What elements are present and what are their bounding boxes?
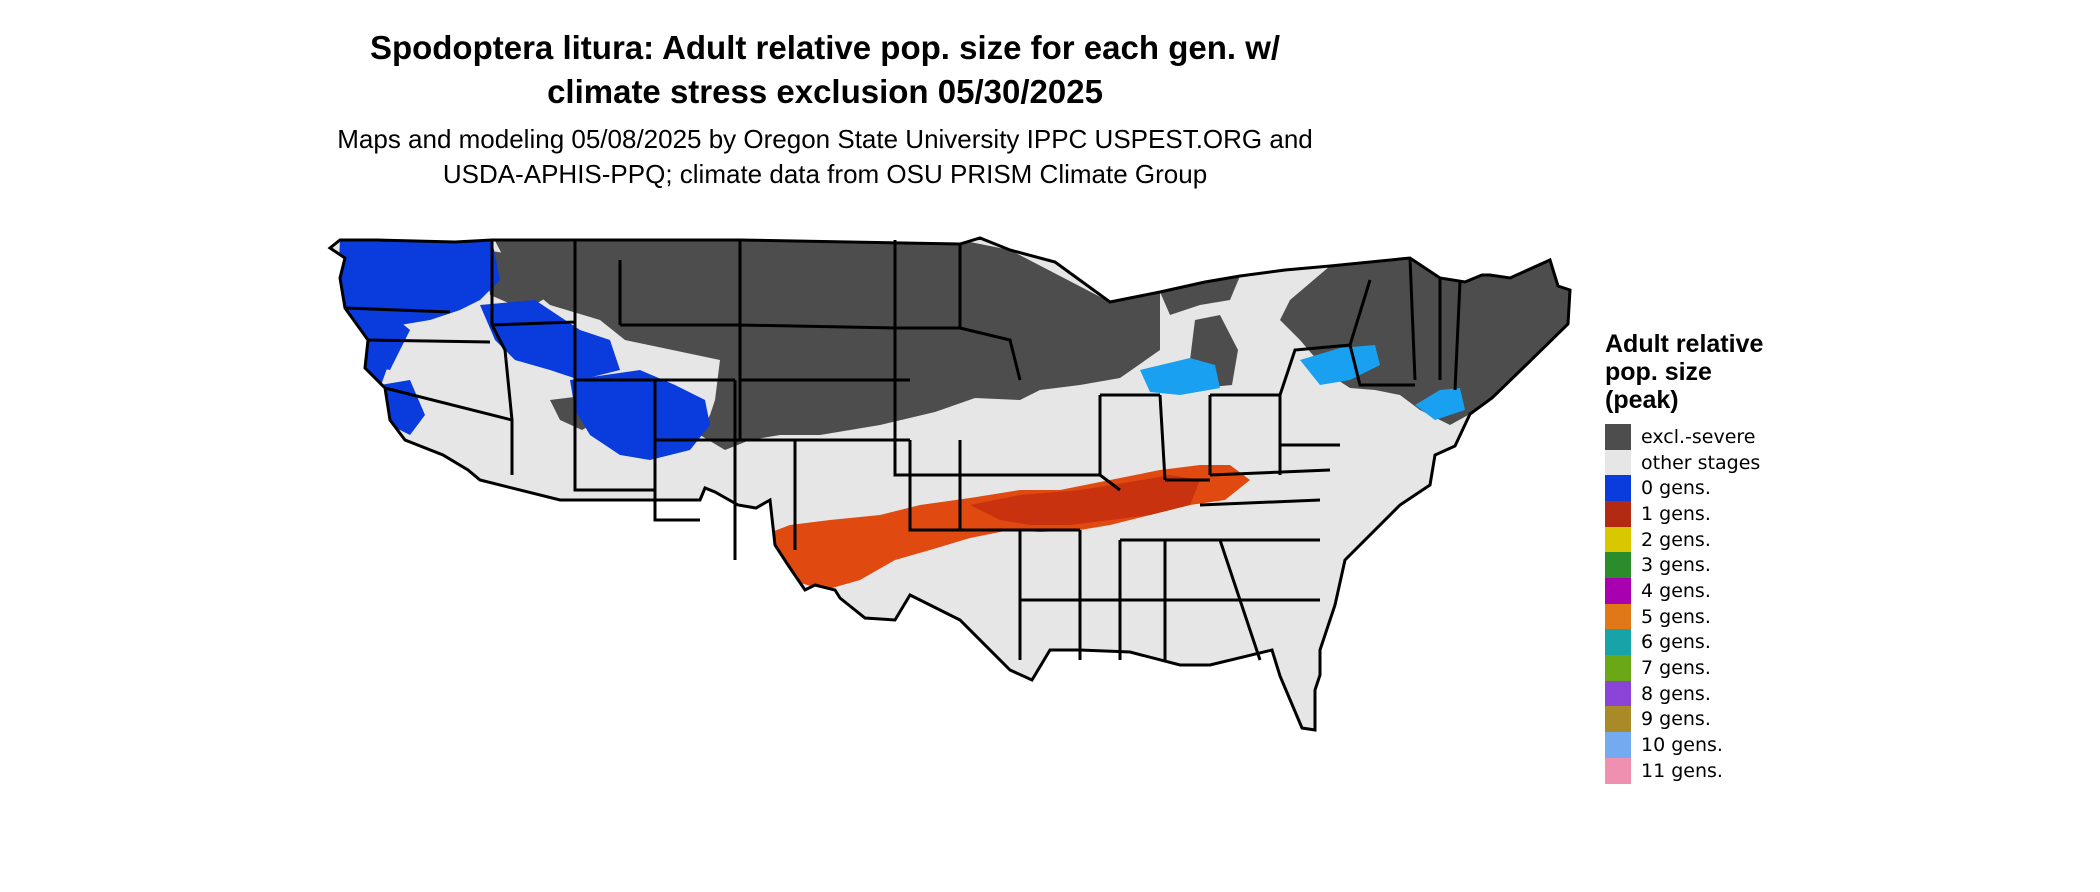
legend-entry: 6 gens. (1605, 629, 1763, 656)
map-title: Spodoptera litura: Adult relative pop. s… (0, 26, 1650, 114)
gen2-region-gulf-coast-texas (770, 730, 935, 800)
legend-label: 9 gens. (1641, 708, 1711, 731)
state-borders (327, 236, 1572, 732)
map-subtitle-line-1: Maps and modeling 05/08/2025 by Oregon S… (337, 124, 1313, 154)
legend-label: other stages (1641, 451, 1761, 474)
legend-swatch (1605, 449, 1631, 476)
legend-label: 3 gens. (1641, 554, 1711, 577)
excluded-patch-utah-colorado (740, 335, 800, 390)
legend-entry: 7 gens. (1605, 655, 1763, 682)
gen0-light-region-new-england (1415, 388, 1465, 420)
legend-label: 8 gens. (1641, 682, 1711, 705)
legend-swatch (1605, 526, 1631, 553)
legend-label: 6 gens. (1641, 631, 1711, 654)
legend-swatch (1605, 500, 1631, 527)
legend-entry: 0 gens. (1605, 475, 1763, 502)
gen2-region-desert-southwest (395, 615, 430, 650)
us-outline (327, 236, 1572, 732)
legend-label: excl.-severe (1641, 425, 1756, 448)
legend-label: 1 gens. (1641, 502, 1711, 525)
legend-entry: 2 gens. (1605, 526, 1763, 553)
map-title-line-2: climate stress exclusion 05/30/2025 (547, 73, 1103, 110)
legend-swatch (1605, 577, 1631, 604)
legend-label: 2 gens. (1641, 528, 1711, 551)
gen0-light-region-new-york (1300, 345, 1380, 385)
legend: Adult relative pop. size (peak) excl.-se… (1605, 330, 1763, 784)
map-subtitle-line-2: USDA-APHIS-PPQ; climate data from OSU PR… (442, 159, 1208, 189)
legend-swatch (1605, 475, 1631, 502)
legend-title-line-1: Adult relative (1605, 330, 1764, 358)
gen2-region-southern-arizona (450, 625, 490, 650)
legend-entry: 5 gens. (1605, 603, 1763, 630)
gen0-region-great-basin (480, 300, 620, 380)
legend-entries: excl.-severe other stages 0 gens. 1 gens. 2 … (1605, 423, 1763, 784)
legend-entry: 8 gens. (1605, 680, 1763, 707)
gen0-light-region-great-lakes (1140, 358, 1220, 395)
state-lines-central (738, 240, 1121, 660)
map-subtitle: Maps and modeling 05/08/2025 by Oregon S… (0, 122, 1650, 192)
legend-label: 4 gens. (1641, 579, 1711, 602)
legend-entry: 11 gens. (1605, 757, 1763, 784)
legend-swatch (1605, 706, 1631, 733)
legend-entry: other stages (1605, 449, 1763, 476)
excluded-region-upper-michigan (1160, 276, 1240, 315)
map-title-line-1: Spodoptera litura: Adult relative pop. s… (369, 29, 1281, 66)
map-layer (327, 236, 1572, 882)
legend-swatch (1605, 552, 1631, 579)
legend-title: Adult relative pop. size (peak) (1605, 330, 1763, 414)
us-population-map (327, 236, 1572, 882)
gen2-region-louisiana (1040, 732, 1095, 755)
legend-entry: 4 gens. (1605, 577, 1763, 604)
legend-swatch (1605, 629, 1631, 656)
gen1-region-southeast (970, 475, 1200, 525)
legend-entry: 1 gens. (1605, 500, 1763, 527)
legend-swatch (1605, 655, 1631, 682)
gen2-region-florida (1255, 745, 1292, 785)
legend-label: 10 gens. (1641, 734, 1723, 757)
legend-swatch (1605, 423, 1631, 450)
legend-label: 0 gens. (1641, 477, 1711, 500)
gen1-region-arizona (500, 515, 595, 580)
us-land-base (330, 238, 1570, 730)
legend-entry: 10 gens. (1605, 732, 1763, 759)
legend-label: 7 gens. (1641, 657, 1711, 680)
legend-title-line-3: (peak) (1605, 386, 1679, 414)
legend-entry: excl.-severe (1605, 423, 1763, 450)
legend-swatch (1605, 680, 1631, 707)
legend-swatch (1605, 603, 1631, 630)
gen0-region-four-corners (570, 370, 710, 460)
legend-label: 11 gens. (1641, 759, 1723, 782)
gen3-region-florida-tip (1268, 865, 1282, 882)
state-lines-west (344, 240, 797, 560)
legend-entry: 3 gens. (1605, 552, 1763, 579)
legend-label: 5 gens. (1641, 605, 1711, 628)
legend-swatch (1605, 757, 1631, 784)
excluded-region-north (492, 238, 1160, 450)
excluded-region-northeast (1280, 258, 1570, 425)
excluded-patch-idaho (485, 250, 560, 310)
legend-entry: 9 gens. (1605, 706, 1763, 733)
state-lines-east (1020, 257, 1462, 661)
legend-swatch (1605, 732, 1631, 759)
legend-title-line-2: pop. size (1605, 358, 1712, 386)
